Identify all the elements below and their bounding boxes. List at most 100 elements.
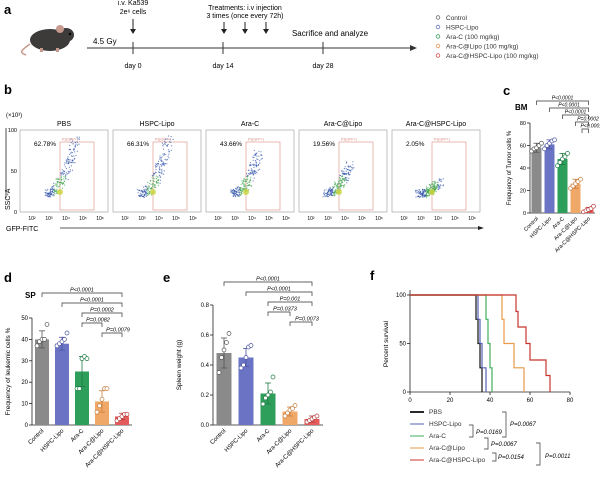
flow-event: [140, 189, 143, 191]
flow-event: [55, 183, 57, 185]
flow-event: [72, 160, 74, 162]
flow-event: [70, 138, 72, 140]
flow-event: [233, 194, 235, 196]
flow-event: [166, 138, 168, 140]
p-value-label: P=0.0079: [106, 328, 130, 334]
y-axis-label: Percent survival: [383, 320, 390, 367]
flow-event: [329, 191, 331, 193]
flow-event: [136, 189, 138, 191]
flow-event: [334, 192, 336, 194]
flow-event: [248, 184, 250, 186]
category-label: Ara-C: [70, 428, 86, 444]
flow-event: [334, 194, 336, 196]
flow-event: [162, 161, 165, 163]
flow-event: [168, 153, 170, 155]
flow-event: [145, 194, 147, 196]
flow-event: [46, 190, 48, 192]
flow-event: [342, 177, 344, 180]
flow-event: [338, 187, 340, 189]
chart-title: BM: [515, 103, 528, 112]
flow-event: [250, 185, 252, 187]
x-tick-label: 10³: [324, 216, 332, 222]
flow-event: [158, 166, 161, 168]
flow-event: [243, 183, 245, 185]
x-tick-label: 10⁴: [341, 216, 349, 222]
flow-event: [68, 159, 70, 161]
flow-event: [138, 195, 140, 197]
flow-event: [238, 195, 240, 197]
flow-event: [53, 185, 55, 187]
flow-event: [71, 161, 73, 164]
flow-event: [423, 194, 425, 197]
density-core: [429, 189, 435, 195]
data-point: [248, 343, 254, 348]
flow-event: [236, 191, 238, 193]
flow-event: [334, 181, 336, 183]
flow-event: [232, 192, 234, 194]
flow-event: [236, 195, 238, 197]
flow-event: [242, 183, 244, 185]
flow-event: [341, 180, 343, 182]
flow-event: [171, 145, 173, 147]
category-label: HSPC-Lipo: [224, 428, 250, 454]
flow-plot-3: Ara-C@Lipo 19.56% P3(GFP+) 10² 10³ 10⁴ 10⁵ 10⁶: [298, 121, 388, 222]
flow-event: [241, 187, 244, 190]
flow-event: [442, 178, 444, 180]
flow-event: [434, 185, 436, 187]
treatment-label-2: 3 times (once every 72h): [206, 13, 283, 20]
y-tick-label: 80: [520, 121, 526, 127]
flow-event: [77, 138, 79, 140]
flow-event: [234, 195, 237, 197]
panel-label-f: f: [370, 268, 375, 283]
flow-event: [148, 190, 150, 192]
gate-percentage: 62.78%: [34, 141, 56, 148]
flow-event: [53, 182, 55, 184]
flow-event: [48, 194, 50, 196]
flow-event: [149, 182, 151, 185]
flow-event: [147, 194, 149, 196]
y-tick-label: 0.2: [201, 393, 210, 399]
flow-event: [152, 177, 155, 179]
flow-event: [67, 156, 69, 158]
data-point: [94, 409, 100, 415]
flow-event: [65, 172, 67, 174]
legend-label: HSPC-Lipo: [429, 421, 462, 428]
flow-plot-title: PBS: [57, 121, 71, 128]
y-axis-label: Spleen weight (g): [176, 340, 183, 391]
flow-event: [242, 180, 244, 182]
flow-event: [163, 170, 165, 172]
flow-event: [253, 149, 255, 151]
flow-event: [331, 194, 333, 196]
x-tick-label: 10³: [138, 216, 146, 222]
flow-event: [159, 175, 161, 177]
flow-event: [255, 163, 257, 165]
flow-event: [331, 191, 333, 193]
flow-event: [55, 178, 57, 180]
flow-event: [416, 190, 418, 192]
flow-event: [145, 189, 147, 191]
flow-event: [432, 187, 434, 189]
x-tick-label: 10⁴: [62, 216, 70, 222]
flow-event: [143, 189, 145, 191]
flow-event: [419, 191, 421, 193]
gate-label: P3(GFP+): [248, 138, 264, 142]
flow-event: [246, 186, 248, 188]
x-tick-label: 60: [527, 398, 534, 404]
flow-event: [158, 171, 160, 173]
flow-event: [254, 160, 257, 162]
flow-event: [340, 179, 342, 181]
legend-marker: [435, 43, 441, 49]
flow-event: [159, 163, 161, 165]
flow-event: [141, 191, 143, 193]
treatment-label-1: Treatments: i.v injection: [208, 5, 282, 12]
flow-event: [74, 151, 76, 153]
p-value-label: P=0.0154: [498, 455, 525, 461]
flow-event: [166, 145, 168, 147]
data-point: [124, 411, 130, 417]
flow-event: [170, 141, 172, 143]
flow-event: [345, 179, 347, 181]
x-tick-label: 10⁶: [375, 216, 383, 222]
y-unit-label: (×10³): [6, 113, 22, 119]
flow-event: [66, 159, 68, 161]
